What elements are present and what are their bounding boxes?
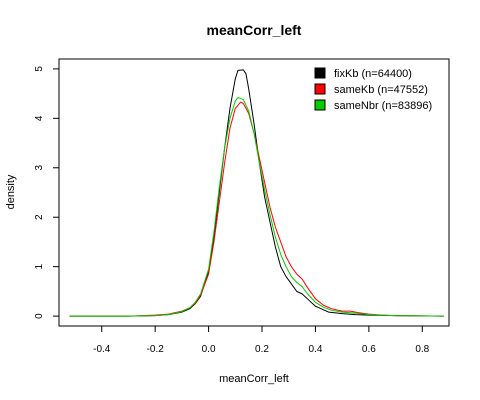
x-axis: -0.4 -0.2 0.0 0.2 0.4 0.6 0.8: [93, 325, 430, 355]
y-axis-label: density: [5, 174, 17, 209]
y-axis: 0 1 2 3 4 5: [34, 66, 60, 319]
chart-title: meanCorr_left: [207, 22, 302, 38]
x-tick-label: 0.0: [202, 344, 216, 355]
y-tick-label: 3: [34, 165, 45, 171]
series-group: [69, 69, 444, 317]
legend-label: fixKb (n=64400): [334, 68, 412, 80]
x-tick-label: 0.2: [255, 344, 269, 355]
series-line: [69, 101, 444, 317]
legend-swatch: [314, 99, 326, 111]
x-tick-label: 0.8: [415, 344, 429, 355]
x-tick-label: 0.4: [308, 344, 322, 355]
y-tick-label: 1: [34, 263, 45, 269]
y-tick-label: 4: [34, 115, 45, 121]
legend: fixKb (n=64400) sameKb (n=47552) sameNbr (…: [314, 67, 432, 112]
x-axis-label: meanCorr_left: [219, 373, 289, 385]
y-tick-label: 5: [34, 66, 45, 72]
legend-swatch: [314, 67, 326, 79]
y-tick-label: 2: [34, 214, 45, 220]
series-line: [69, 97, 444, 317]
legend-swatch: [314, 83, 326, 95]
y-tick-label: 0: [34, 313, 45, 319]
x-tick-label: 0.6: [362, 344, 376, 355]
x-tick-label: -0.2: [147, 344, 165, 355]
x-tick-label: -0.4: [93, 344, 111, 355]
legend-label: sameKb (n=47552): [334, 84, 428, 96]
legend-label: sameNbr (n=83896): [334, 100, 432, 112]
